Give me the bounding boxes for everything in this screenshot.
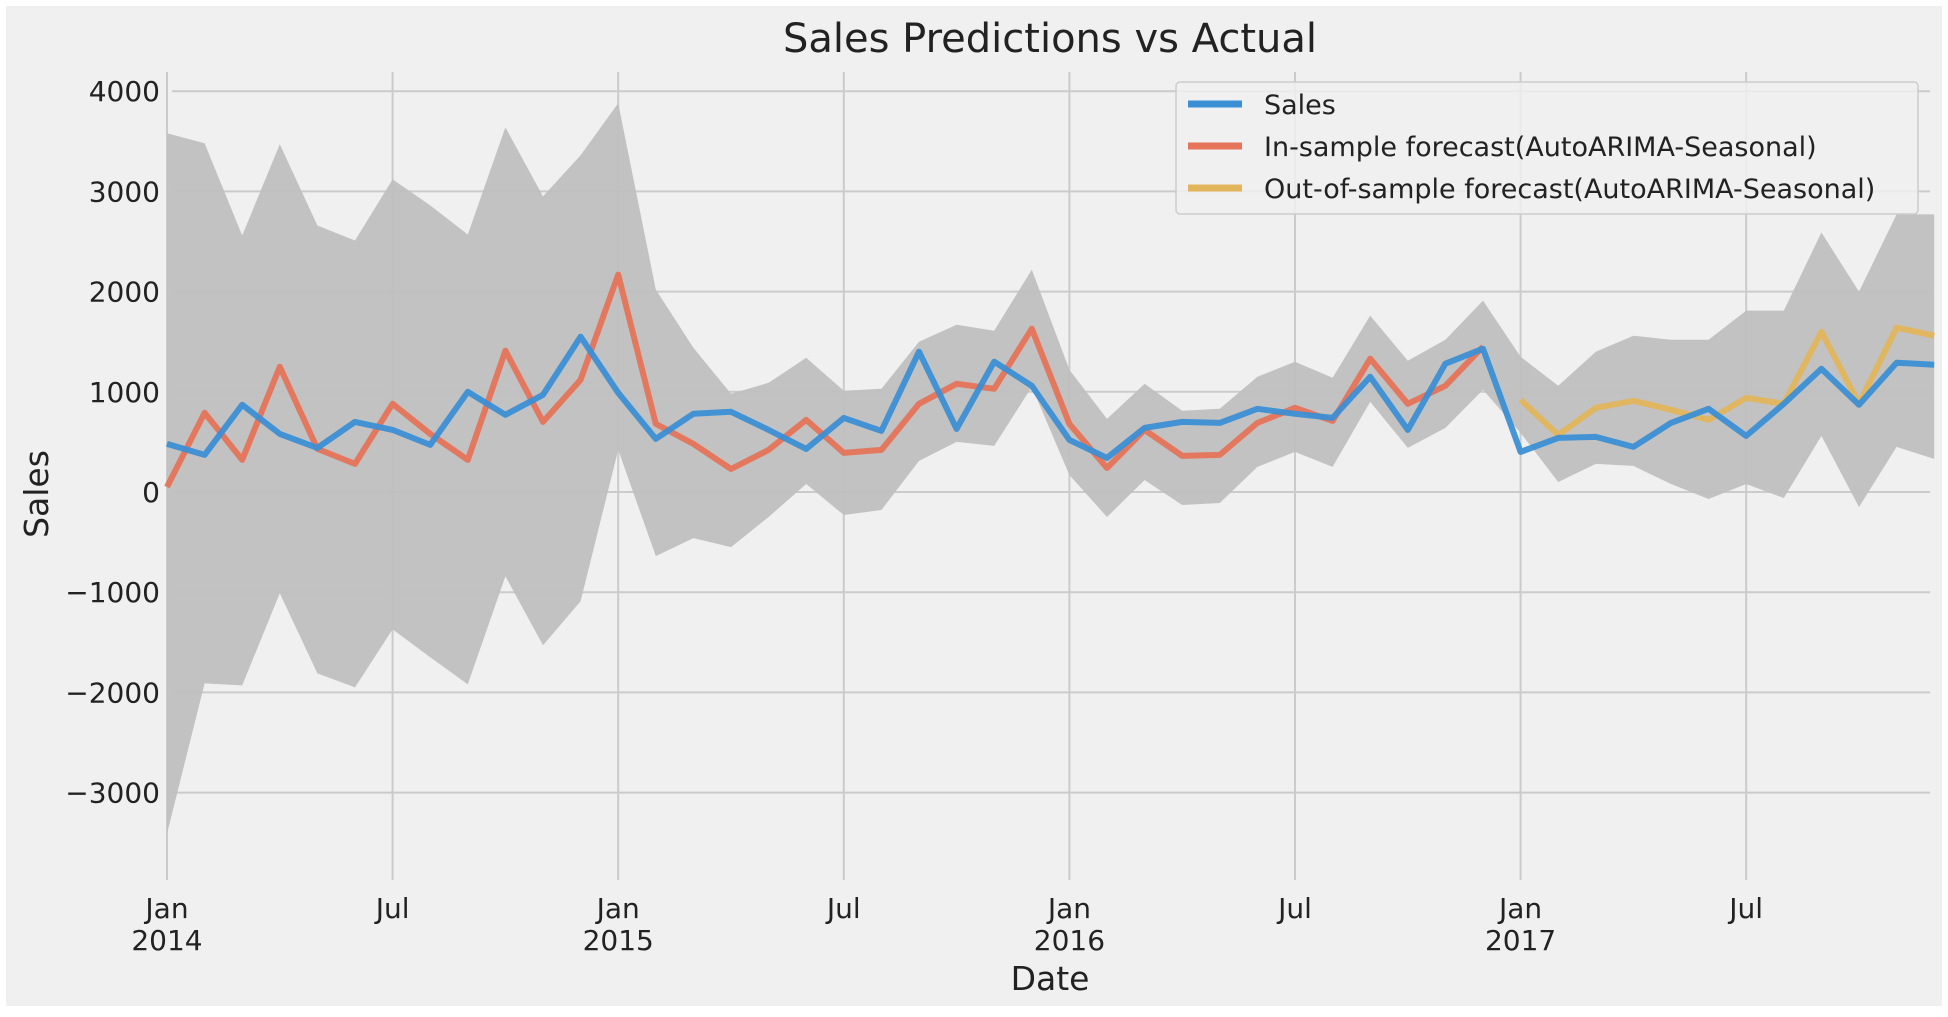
y-axis-title: Sales: [17, 450, 56, 538]
x-tick-label: Jul: [374, 892, 410, 925]
x-tick-label: Jan: [595, 892, 640, 925]
x-tick-label: Jul: [1727, 892, 1763, 925]
y-tick-label: 0: [142, 476, 160, 509]
x-tick-year-label: 2017: [1485, 924, 1556, 957]
y-tick-label: −2000: [65, 676, 160, 709]
series-line-sales: [166, 333, 1935, 461]
y-tick-label: −3000: [65, 777, 160, 810]
x-tick-label: Jan: [143, 892, 188, 925]
y-tick-label: 2000: [89, 276, 160, 309]
legend-box: [1175, 81, 1919, 215]
legend-label: In-sample forecast(AutoARIMA-Seasonal): [1264, 132, 1817, 163]
x-tick-year-label: 2016: [1034, 924, 1105, 957]
series-layer: [164, 271, 1935, 489]
x-axis-title: Date: [1011, 959, 1090, 998]
x-tick-year-label: 2015: [583, 924, 654, 957]
y-tick-label: 1000: [89, 376, 160, 409]
legend-label: Out-of-sample forecast(AutoARIMA-Seasona…: [1264, 174, 1875, 205]
legend: Sales In-sample forecast(AutoARIMA-Season…: [1175, 81, 1919, 215]
confidence-band-layer: [167, 103, 1935, 834]
x-tick-label: Jul: [1276, 892, 1312, 925]
x-tick-label: Jul: [825, 892, 861, 925]
y-axis: −3000 −2000 −1000 0 1000 2000 3000 4000: [65, 75, 160, 809]
y-tick-label: 3000: [89, 175, 160, 208]
x-tick-label: Jan: [1046, 892, 1091, 925]
confidence-band: [167, 103, 1935, 834]
x-tick-year-label: 2014: [131, 924, 202, 957]
y-tick-label: 4000: [89, 75, 160, 108]
y-tick-label: −1000: [65, 576, 160, 609]
chart-title: Sales Predictions vs Actual: [783, 16, 1317, 62]
legend-label: Sales: [1264, 90, 1336, 121]
x-tick-label: Jan: [1497, 892, 1542, 925]
series-line-out-sample: [1518, 324, 1935, 438]
